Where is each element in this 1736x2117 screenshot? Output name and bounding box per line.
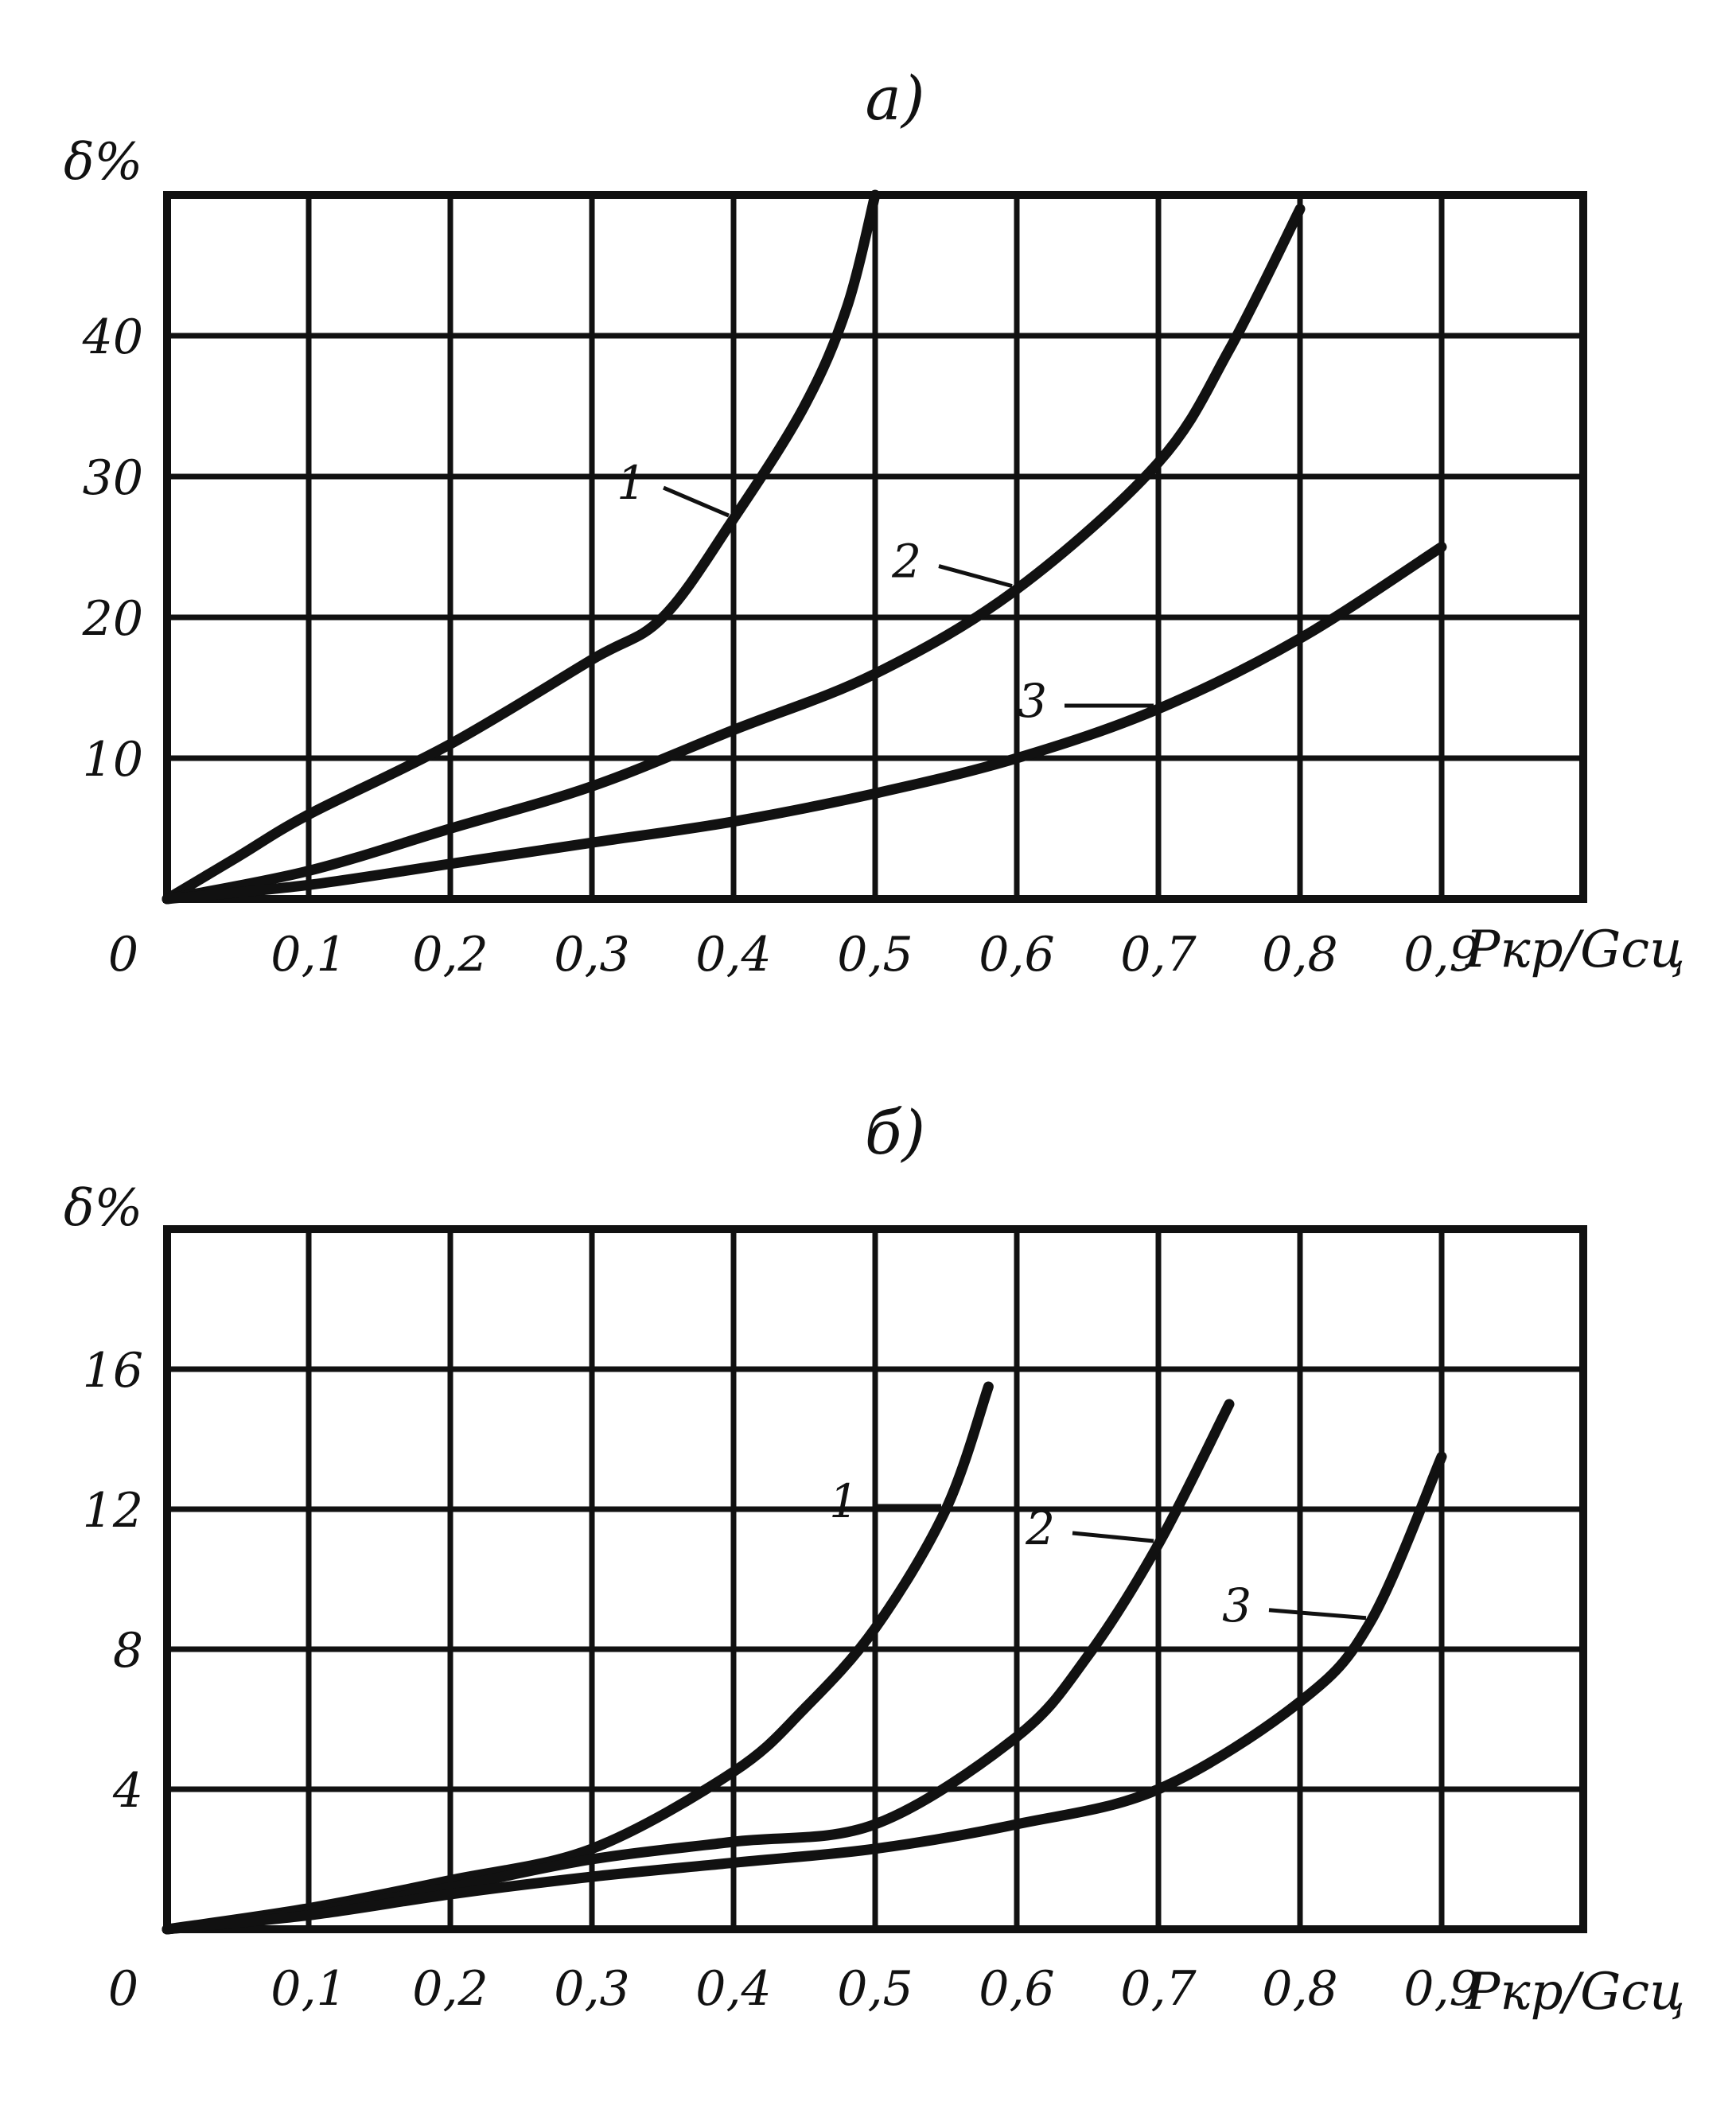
- curve-label-leader: [663, 485, 730, 518]
- y-tick-label: 20: [82, 591, 143, 647]
- x-tick-label: 0,7: [1120, 1961, 1197, 2017]
- x-tick-label: 0,6: [979, 927, 1054, 983]
- x-tick-label: 0,9: [1403, 927, 1479, 983]
- curve-series-3: [162, 1451, 1447, 1935]
- x-tick-label: 0,1: [271, 927, 346, 983]
- x-tick-label: 0,5: [837, 927, 913, 983]
- x-tick-label: 0: [108, 927, 138, 983]
- curve-label-1: 1: [829, 1474, 858, 1528]
- plot-frame: [163, 1225, 1587, 1933]
- x-tick-label: 0,4: [695, 1961, 771, 2017]
- curve-series-3: [162, 542, 1447, 905]
- x-tick-label: 0,2: [412, 1961, 488, 2017]
- curve-series-2: [162, 1399, 1235, 1935]
- x-tick-label: 0,9: [1403, 1961, 1479, 2017]
- x-axis-label: Pкр/Gсц: [1465, 920, 1684, 979]
- x-tick-label: 0,8: [1262, 927, 1337, 983]
- curve-series-1: [162, 189, 881, 905]
- x-tick-label: 0,7: [1120, 927, 1197, 983]
- curve-series-2: [162, 204, 1306, 905]
- chart-panel-1: а) 10 20 30 40 0 0,1 0,2 0,3 0,4 0,5 0,6 0,7 0,8 0,9 δ%…: [64, 63, 1685, 983]
- y-axis-label: δ%: [64, 1179, 142, 1238]
- curve-label-2: 2: [891, 535, 921, 589]
- curve-label-3: 3: [1222, 1578, 1251, 1633]
- y-axis-label: δ%: [64, 133, 142, 192]
- curve-label-leader: [1072, 1531, 1154, 1543]
- x-tick-label: 0,3: [554, 1961, 629, 2017]
- y-tick-label: 8: [113, 1623, 143, 1679]
- y-tick-label: 4: [112, 1763, 143, 1819]
- x-tick-label: 0,5: [837, 1961, 913, 2017]
- curve-label-3: 3: [1018, 674, 1047, 728]
- panel-label: а): [866, 63, 925, 134]
- x-tick-label: 0,8: [1262, 1961, 1337, 2017]
- curve-label-leader: [938, 564, 1013, 589]
- y-tick-label: 16: [83, 1343, 143, 1399]
- x-tick-label: 0,2: [412, 927, 488, 983]
- panel-label: б): [865, 1097, 925, 1168]
- y-tick-label: 10: [83, 732, 143, 788]
- y-tick-label: 40: [82, 309, 143, 365]
- x-tick-label: 0,4: [695, 927, 771, 983]
- curve-label-2: 2: [1025, 1501, 1055, 1555]
- x-tick-label: 0,1: [271, 1961, 346, 2017]
- x-tick-label: 0,3: [554, 927, 629, 983]
- x-tick-label: 0,6: [979, 1961, 1054, 2017]
- y-tick-label: 12: [83, 1483, 143, 1539]
- x-tick-label: 0: [108, 1961, 138, 2017]
- x-axis-label: Pкр/Gсц: [1465, 1963, 1684, 2022]
- curve-label-1: 1: [617, 456, 646, 510]
- y-tick-label: 30: [83, 450, 143, 506]
- curve-label-leader: [1268, 1608, 1367, 1621]
